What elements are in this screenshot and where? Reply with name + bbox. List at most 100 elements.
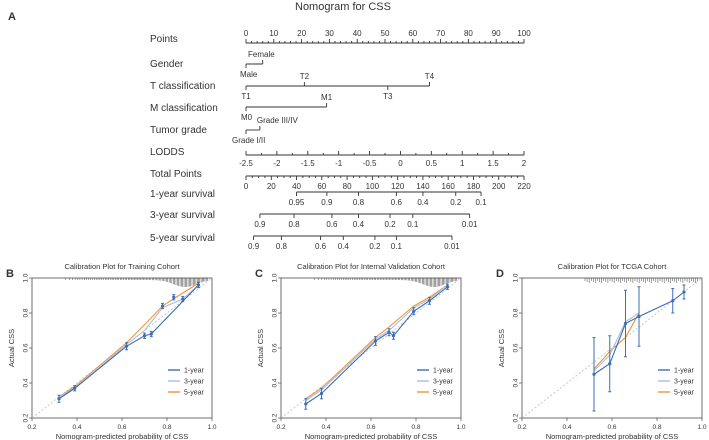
calibration-panel-c: C Calibration Plot for Internal Validatio… xyxy=(255,262,466,440)
data-point xyxy=(142,334,147,338)
data-point xyxy=(57,397,61,401)
data-point xyxy=(196,283,201,287)
lodds-tick-label: -2 xyxy=(273,159,281,168)
survival-1-year-tick-label: 0.8 xyxy=(353,198,365,207)
lodds-tick-label: -2.5 xyxy=(239,159,253,168)
legend-label-5-year: 5-year xyxy=(184,390,205,397)
nomogram-title: Nomogram for CSS xyxy=(295,1,391,13)
total-points-tick-label: 40 xyxy=(292,182,301,191)
calibration-panel-d: D Calibration Plot for TCGA Cohort 0.2 0.4 0… xyxy=(496,262,707,440)
series-line-3-year xyxy=(593,312,640,372)
points-tick-label: 70 xyxy=(436,29,445,38)
panel-label-d: D xyxy=(496,268,504,280)
series-line-1-year xyxy=(593,291,685,375)
x-tick-label: 0.2 xyxy=(276,424,285,431)
legend-label-1-year: 1-year xyxy=(674,368,695,375)
data-point xyxy=(124,344,129,348)
y-tick-label: 1.0 xyxy=(272,273,279,282)
rug-marks xyxy=(584,278,698,283)
series-line-1-year xyxy=(58,284,199,400)
lodds-tick-label: -0.5 xyxy=(363,159,377,168)
legend-label-1-year: 1-year xyxy=(184,368,205,375)
total-points-tick-label: 20 xyxy=(267,182,276,191)
nomogram-panel: A Nomogram for CSS Points Gender T class… xyxy=(8,1,391,244)
t-label-t2: T2 xyxy=(300,72,310,81)
row-label-3-year-survival: 3-year survival xyxy=(150,210,215,221)
total-points-tick-label: 60 xyxy=(317,182,326,191)
grade-label-i-ii: Grade I/II xyxy=(232,136,265,145)
survival-5-year-tick-label: 0.8 xyxy=(276,242,288,251)
survival-5-year-tick-label: 0.4 xyxy=(338,242,350,251)
row-label-gender: Gender xyxy=(150,59,184,70)
x-tick-label: 1.0 xyxy=(456,424,465,431)
data-point xyxy=(682,290,686,294)
x-tick-label: 1.0 xyxy=(697,424,706,431)
survival-3-year-tick-label: 0.9 xyxy=(254,220,266,229)
points-tick-label: 30 xyxy=(325,29,334,38)
gender-label-female: Female xyxy=(248,50,275,59)
x-tick-label: 1.0 xyxy=(207,424,216,431)
y-tick-label: 0.2 xyxy=(23,413,30,422)
m-label-m1: M1 xyxy=(321,93,333,102)
rug-marks xyxy=(65,278,208,287)
m-label-m0: M0 xyxy=(241,113,253,122)
t-label-t3: T3 xyxy=(383,92,393,101)
calibration-panel-b: B Calibration Plot for Training Cohort 0.2… xyxy=(6,262,217,440)
x-tick-label: 0.6 xyxy=(607,424,616,431)
survival-5-year-tick-label: 0.2 xyxy=(369,242,381,251)
x-axis-label: Nomogram-predicted probability of CSS xyxy=(546,432,679,440)
row-label-5-year-survival: 5-year survival xyxy=(150,233,215,244)
x-tick-label: 0.8 xyxy=(162,424,171,431)
legend-label-5-year: 5-year xyxy=(433,390,454,397)
total-points-tick-label: 120 xyxy=(391,182,405,191)
points-tick-label: 40 xyxy=(353,29,362,38)
points-tick-label: 60 xyxy=(408,29,417,38)
total-points-tick-label: 200 xyxy=(492,182,506,191)
nomogram-scales: 0 10 20 30 40 50 60 70 80 90 100FemaleMaleT1T2T3T4… xyxy=(232,29,531,251)
x-axis-label: Nomogram-predicted probability of CSS xyxy=(305,432,438,440)
y-tick-label: 0.4 xyxy=(272,378,279,387)
t-label-t1: T1 xyxy=(241,92,251,101)
data-point xyxy=(373,339,378,343)
lodds-tick-label: 0.5 xyxy=(426,159,438,168)
t-label-t4: T4 xyxy=(425,72,435,81)
survival-1-year-tick-label: 0.6 xyxy=(391,198,403,207)
survival-3-year-tick-label: 0.8 xyxy=(288,220,300,229)
x-tick-label: 0.4 xyxy=(321,424,330,431)
points-tick-label: 10 xyxy=(269,29,278,38)
data-point xyxy=(427,299,432,303)
lodds-tick-label: -1.5 xyxy=(301,159,315,168)
legend-label-1-year: 1-year xyxy=(433,368,454,375)
y-tick-label: 1.0 xyxy=(23,273,30,282)
x-axis-label: Nomogram-predicted probability of CSS xyxy=(56,432,189,440)
points-tick-label: 50 xyxy=(381,29,390,38)
lodds-tick-label: 2 xyxy=(522,159,527,168)
x-tick-label: 0.6 xyxy=(117,424,126,431)
survival-1-year-tick-label: 0.2 xyxy=(450,198,462,207)
data-point xyxy=(412,309,416,313)
survival-3-year-tick-label: 0.6 xyxy=(326,220,338,229)
total-points-tick-label: 0 xyxy=(244,182,249,191)
y-tick-label: 0.2 xyxy=(513,413,520,422)
lodds-tick-label: -1 xyxy=(335,159,343,168)
y-tick-label: 1.0 xyxy=(513,273,520,282)
calibration-plots: B Calibration Plot for Training Cohort 0.2… xyxy=(6,262,707,440)
data-point xyxy=(149,332,153,336)
gender-label-male: Male xyxy=(240,70,258,79)
total-points-tick-label: 220 xyxy=(517,182,531,191)
row-label-points: Points xyxy=(150,34,178,45)
data-point xyxy=(623,321,628,326)
lodds-tick-label: 0 xyxy=(398,159,403,168)
total-points-tick-label: 100 xyxy=(366,182,380,191)
x-tick-label: 0.8 xyxy=(652,424,661,431)
survival-3-year-tick-label: 0.1 xyxy=(407,220,419,229)
grade-label-iii-iv: Grade III/IV xyxy=(257,116,299,125)
data-point xyxy=(73,386,77,390)
y-axis-label: Actual CSS xyxy=(497,329,506,367)
x-tick-label: 0.4 xyxy=(562,424,571,431)
series-line-5-year xyxy=(58,282,199,398)
y-tick-label: 0.8 xyxy=(23,308,30,317)
y-tick-label: 0.8 xyxy=(513,308,520,317)
row-label-m-classification: M classification xyxy=(150,103,218,114)
row-label-1-year-survival: 1-year survival xyxy=(150,189,215,200)
